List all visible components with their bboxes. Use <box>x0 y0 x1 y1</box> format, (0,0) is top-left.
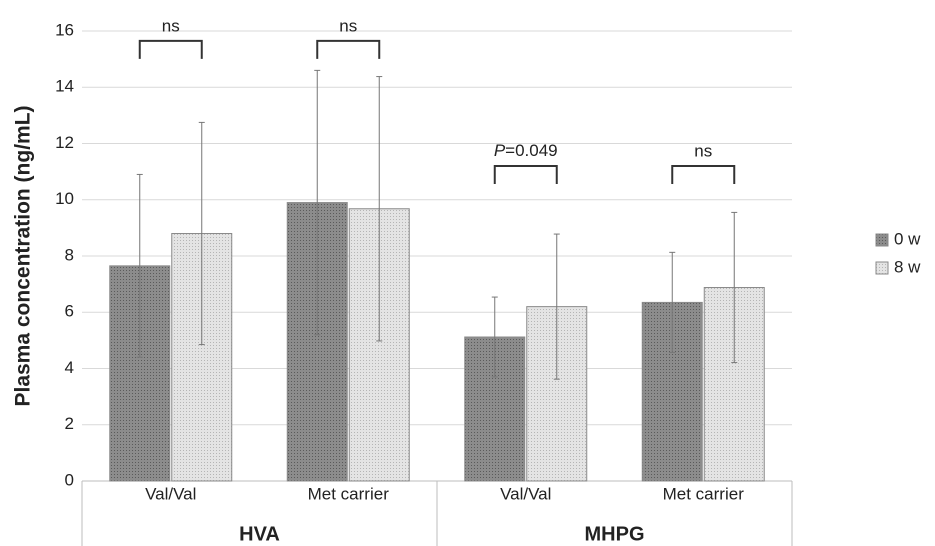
y-tick-label: 4 <box>65 358 74 377</box>
significance-label: P=0.049 <box>494 141 558 160</box>
significance-bracket <box>671 165 736 184</box>
group-label: MHPG <box>585 523 645 545</box>
y-tick-label: 14 <box>55 77 74 96</box>
significance-bracket <box>493 165 558 184</box>
legend-swatch <box>875 261 889 275</box>
y-tick-label: 16 <box>55 20 74 39</box>
legend-swatch <box>875 233 889 247</box>
significance-bracket <box>316 39 381 59</box>
y-tick-label: 12 <box>55 133 74 152</box>
legend-label: 0 w <box>894 229 921 248</box>
x-tick-label: Val/Val <box>500 484 551 503</box>
y-tick-label: 6 <box>65 302 74 321</box>
x-tick-label: Met carrier <box>663 484 745 503</box>
x-tick-label: Val/Val <box>145 484 196 503</box>
significance-bracket <box>138 39 203 59</box>
y-tick-label: 8 <box>65 245 74 264</box>
significance-label: ns <box>339 16 357 35</box>
y-tick-label: 2 <box>65 414 74 433</box>
group-label: HVA <box>239 523 280 545</box>
significance-label: ns <box>162 16 180 35</box>
x-tick-label: Met carrier <box>308 484 390 503</box>
significance-label: ns <box>694 141 712 160</box>
legend-label: 8 w <box>894 257 921 276</box>
y-tick-label: 0 <box>65 470 74 489</box>
y-tick-label: 10 <box>55 189 74 208</box>
y-axis-label: Plasma concentration (ng/mL) <box>12 105 35 406</box>
